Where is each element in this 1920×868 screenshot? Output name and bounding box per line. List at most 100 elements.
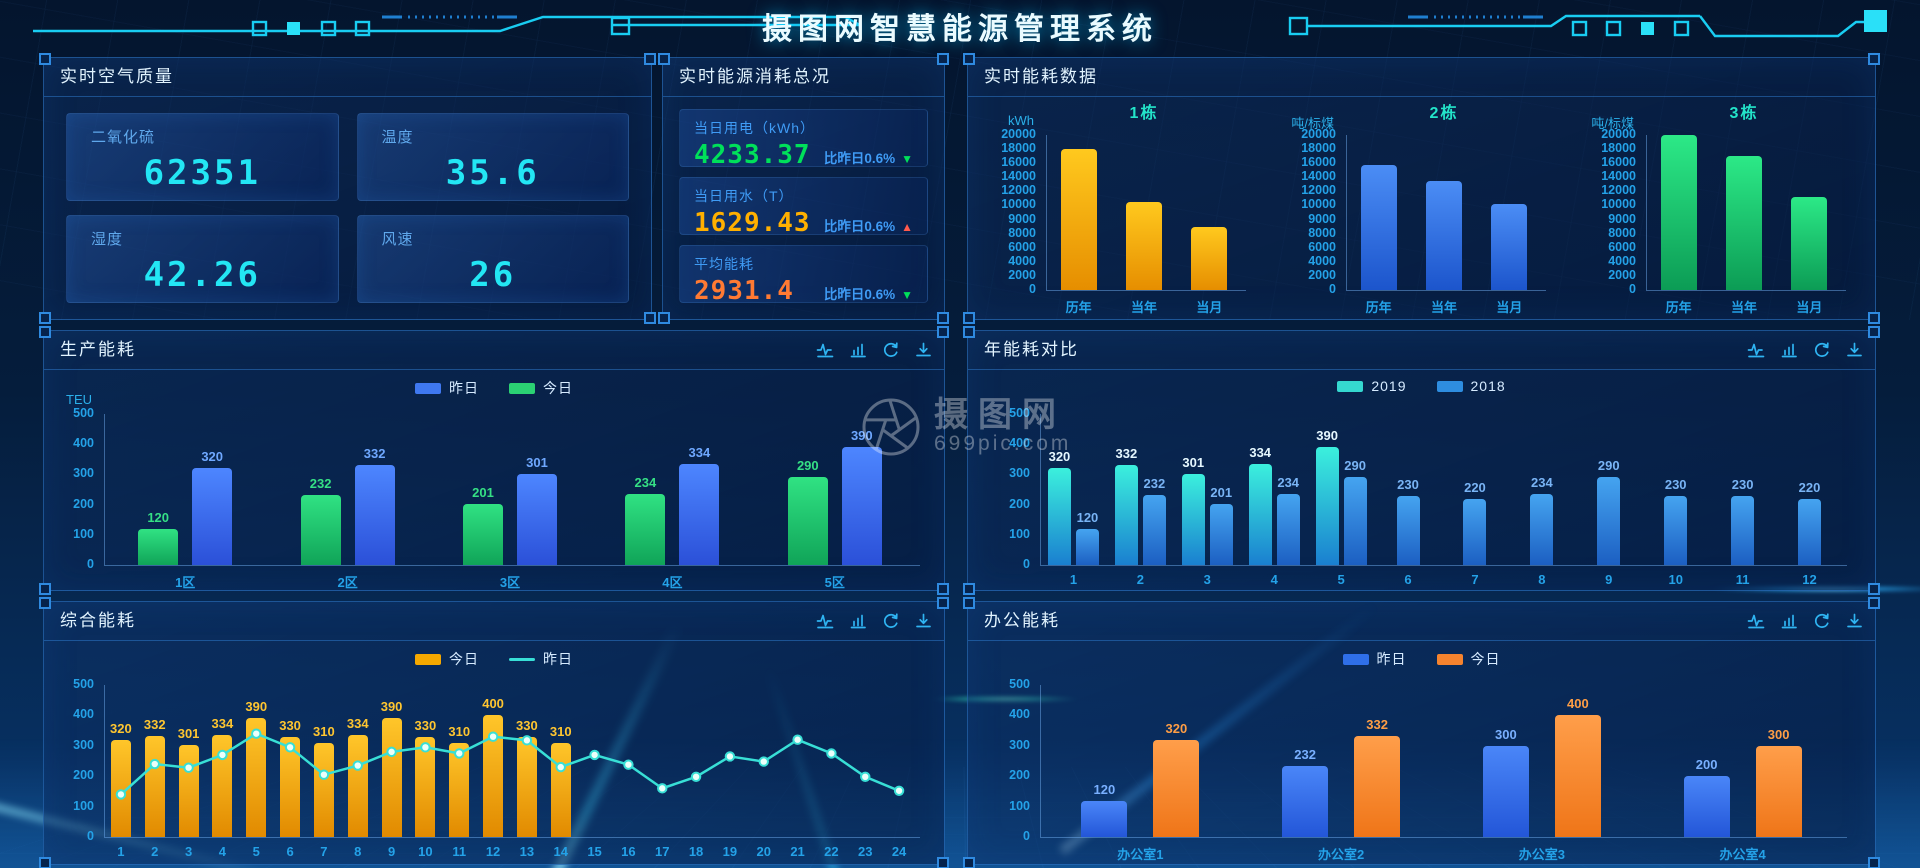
bar-今日 xyxy=(300,494,341,565)
bar-value-label: 330 xyxy=(516,717,538,733)
bar-chart-icon[interactable] xyxy=(850,342,867,358)
panel-toolbar xyxy=(1747,602,1863,640)
y-axis-tick: 12000 xyxy=(1601,183,1636,198)
y-axis-tick: 18000 xyxy=(1301,141,1336,156)
header-circuit-decoration xyxy=(33,10,1887,38)
bar-能耗 xyxy=(1360,164,1397,290)
legend-label: 今日 xyxy=(449,651,479,667)
bar-2018 xyxy=(1343,477,1367,565)
production-chart-body: 昨日 今日 TEU 0 100 200 300 400 500 1区 2区 3区 4区 5区 120 320… xyxy=(44,370,944,591)
summary-label: 当日用水（T） xyxy=(694,188,794,204)
y-axis-tick: 300 xyxy=(1009,737,1030,752)
y-axis-tick: 0 xyxy=(1629,282,1636,296)
line-chart-icon[interactable] xyxy=(1747,613,1766,629)
bar-昨日 xyxy=(1482,745,1529,837)
refresh-icon[interactable] xyxy=(1813,613,1831,629)
corner-decoration xyxy=(1868,53,1880,65)
y-axis-tick: 300 xyxy=(1009,466,1030,481)
panel-title: 实时空气质量 xyxy=(60,67,174,86)
y-axis-tick: 20000 xyxy=(1601,127,1636,141)
chart-title: 3栋 xyxy=(1729,105,1759,122)
bar-value-label: 334 xyxy=(346,716,369,732)
refresh-icon[interactable] xyxy=(1813,342,1831,358)
x-axis-line xyxy=(1346,290,1546,291)
bar-chart-icon[interactable] xyxy=(850,613,867,629)
y-axis-tick: 2000 xyxy=(1308,267,1336,282)
bar-chart-icon[interactable] xyxy=(1781,613,1798,629)
bar-昨日 xyxy=(841,447,882,565)
panel-toolbar xyxy=(1747,331,1863,369)
bar-昨日 xyxy=(517,474,557,565)
legend-item[interactable]: 昨日 xyxy=(415,378,479,398)
y-axis-tick: 20000 xyxy=(1001,127,1036,141)
bar-value-label: 234 xyxy=(1531,475,1553,491)
y-axis-tick: 0 xyxy=(1023,829,1030,843)
x-axis-tick: 当月 xyxy=(1796,300,1823,315)
comprehensive-chart-body: 今日 昨日 0 100 200 300 400 500 1 2 3 4 5 6 7 8 9 10 11 12 13 14… xyxy=(44,641,944,865)
refresh-icon[interactable] xyxy=(882,342,900,358)
y-axis-tick: 9000 xyxy=(1008,211,1036,226)
stat-label: 风速 xyxy=(381,231,414,248)
corner-decoration xyxy=(963,312,975,324)
x-axis-tick: 当月 xyxy=(1496,300,1523,315)
refresh-icon[interactable] xyxy=(882,613,900,629)
legend-item[interactable]: 2019 xyxy=(1337,378,1406,394)
panel-year-compare: 年能耗对比 2019 2018 0 100 200 300 400 500 1 2 3 4 5 6 7 8 9… xyxy=(963,326,1880,595)
legend-swatch xyxy=(509,657,535,661)
bar-value-label: 332 xyxy=(143,717,166,733)
y-axis-tick: 16000 xyxy=(1001,155,1036,170)
stat-label: 二氧化硫 xyxy=(91,129,156,146)
legend-item[interactable]: 昨日 xyxy=(509,649,573,669)
bar-value-label: 390 xyxy=(1316,428,1338,444)
y-axis-line xyxy=(1346,135,1347,290)
office-chart-body: 昨日 今日 0 100 200 300 400 500 办公室1 办公室2 办公室3 办公室4 120… xyxy=(968,641,1875,865)
summary-compare: 比昨日0.6% ▼ xyxy=(823,151,913,166)
bar-今日 xyxy=(625,494,666,565)
summary-row-water: 当日用水（T） 1629.43 比昨日0.6% ▲ xyxy=(679,177,928,238)
legend-item[interactable]: 今日 xyxy=(509,378,573,398)
summary-label: 平均能耗 xyxy=(694,256,754,272)
chart-office: 0 100 200 300 400 500 办公室1 办公室2 办公室3 办公室4 120 320 23… xyxy=(968,641,1873,865)
y-axis-line xyxy=(1646,135,1647,290)
x-axis-tick: 20 xyxy=(756,844,771,859)
legend-item[interactable]: 今日 xyxy=(1436,649,1501,669)
panel-title: 年能耗对比 xyxy=(984,340,1079,359)
x-axis-tick: 1 xyxy=(117,844,125,859)
bar-value-label: 230 xyxy=(1397,476,1419,492)
line-chart-icon[interactable] xyxy=(1747,342,1766,358)
stat-value: 42.26 xyxy=(143,255,261,295)
download-icon[interactable] xyxy=(915,613,932,629)
y-axis-tick: 0 xyxy=(1329,282,1336,296)
download-icon[interactable] xyxy=(915,342,932,358)
y-axis-tick: 4000 xyxy=(1008,253,1036,268)
chart-title: 2栋 xyxy=(1429,105,1459,122)
line-chart-icon[interactable] xyxy=(816,342,835,358)
chart-building-3: 3栋 吨/标煤 0 2000 4000 6000 8000 9000 10000 12000 140… xyxy=(1570,99,1870,318)
x-axis-tick: 10 xyxy=(418,844,433,859)
air-quality-cards: 二氧化硫 62351 温度 35.6 湿度 42.26 风速 26 xyxy=(44,97,651,319)
line-chart-icon[interactable] xyxy=(816,613,835,629)
chart-legend: 今日 昨日 xyxy=(44,649,944,669)
x-axis-tick: 11 xyxy=(452,844,467,859)
corner-decoration xyxy=(1868,583,1880,595)
download-icon[interactable] xyxy=(1846,613,1863,629)
bar-value-label: 400 xyxy=(482,696,504,712)
bar-2018 xyxy=(1798,498,1822,565)
bar-chart-icon[interactable] xyxy=(1781,342,1798,358)
legend-item[interactable]: 2018 xyxy=(1436,378,1506,394)
legend-item[interactable]: 昨日 xyxy=(1342,649,1407,669)
legend-item[interactable]: 今日 xyxy=(415,649,479,669)
bar-今日 xyxy=(212,735,233,837)
y-axis-tick: 100 xyxy=(73,798,94,813)
x-axis-tick: 21 xyxy=(790,844,805,859)
chart-building-2: 2栋 吨/标煤 0 2000 4000 6000 8000 9000 10000 12000 140… xyxy=(1270,99,1570,318)
bar-今日 xyxy=(1755,745,1802,837)
panel-realtime-energy: 实时能耗数据 1栋 kWh 0 2000 4000 6000 8000 9000 10000 12… xyxy=(963,53,1880,324)
x-axis-tick: 当年 xyxy=(1130,300,1157,315)
y-axis-tick: 200 xyxy=(1009,496,1030,511)
bar-2018 xyxy=(1396,495,1420,565)
panel-title: 生产能耗 xyxy=(60,340,136,359)
trend-arrow-icon: ▼ xyxy=(901,152,913,166)
y-axis-tick: 14000 xyxy=(1601,169,1636,184)
download-icon[interactable] xyxy=(1846,342,1863,358)
